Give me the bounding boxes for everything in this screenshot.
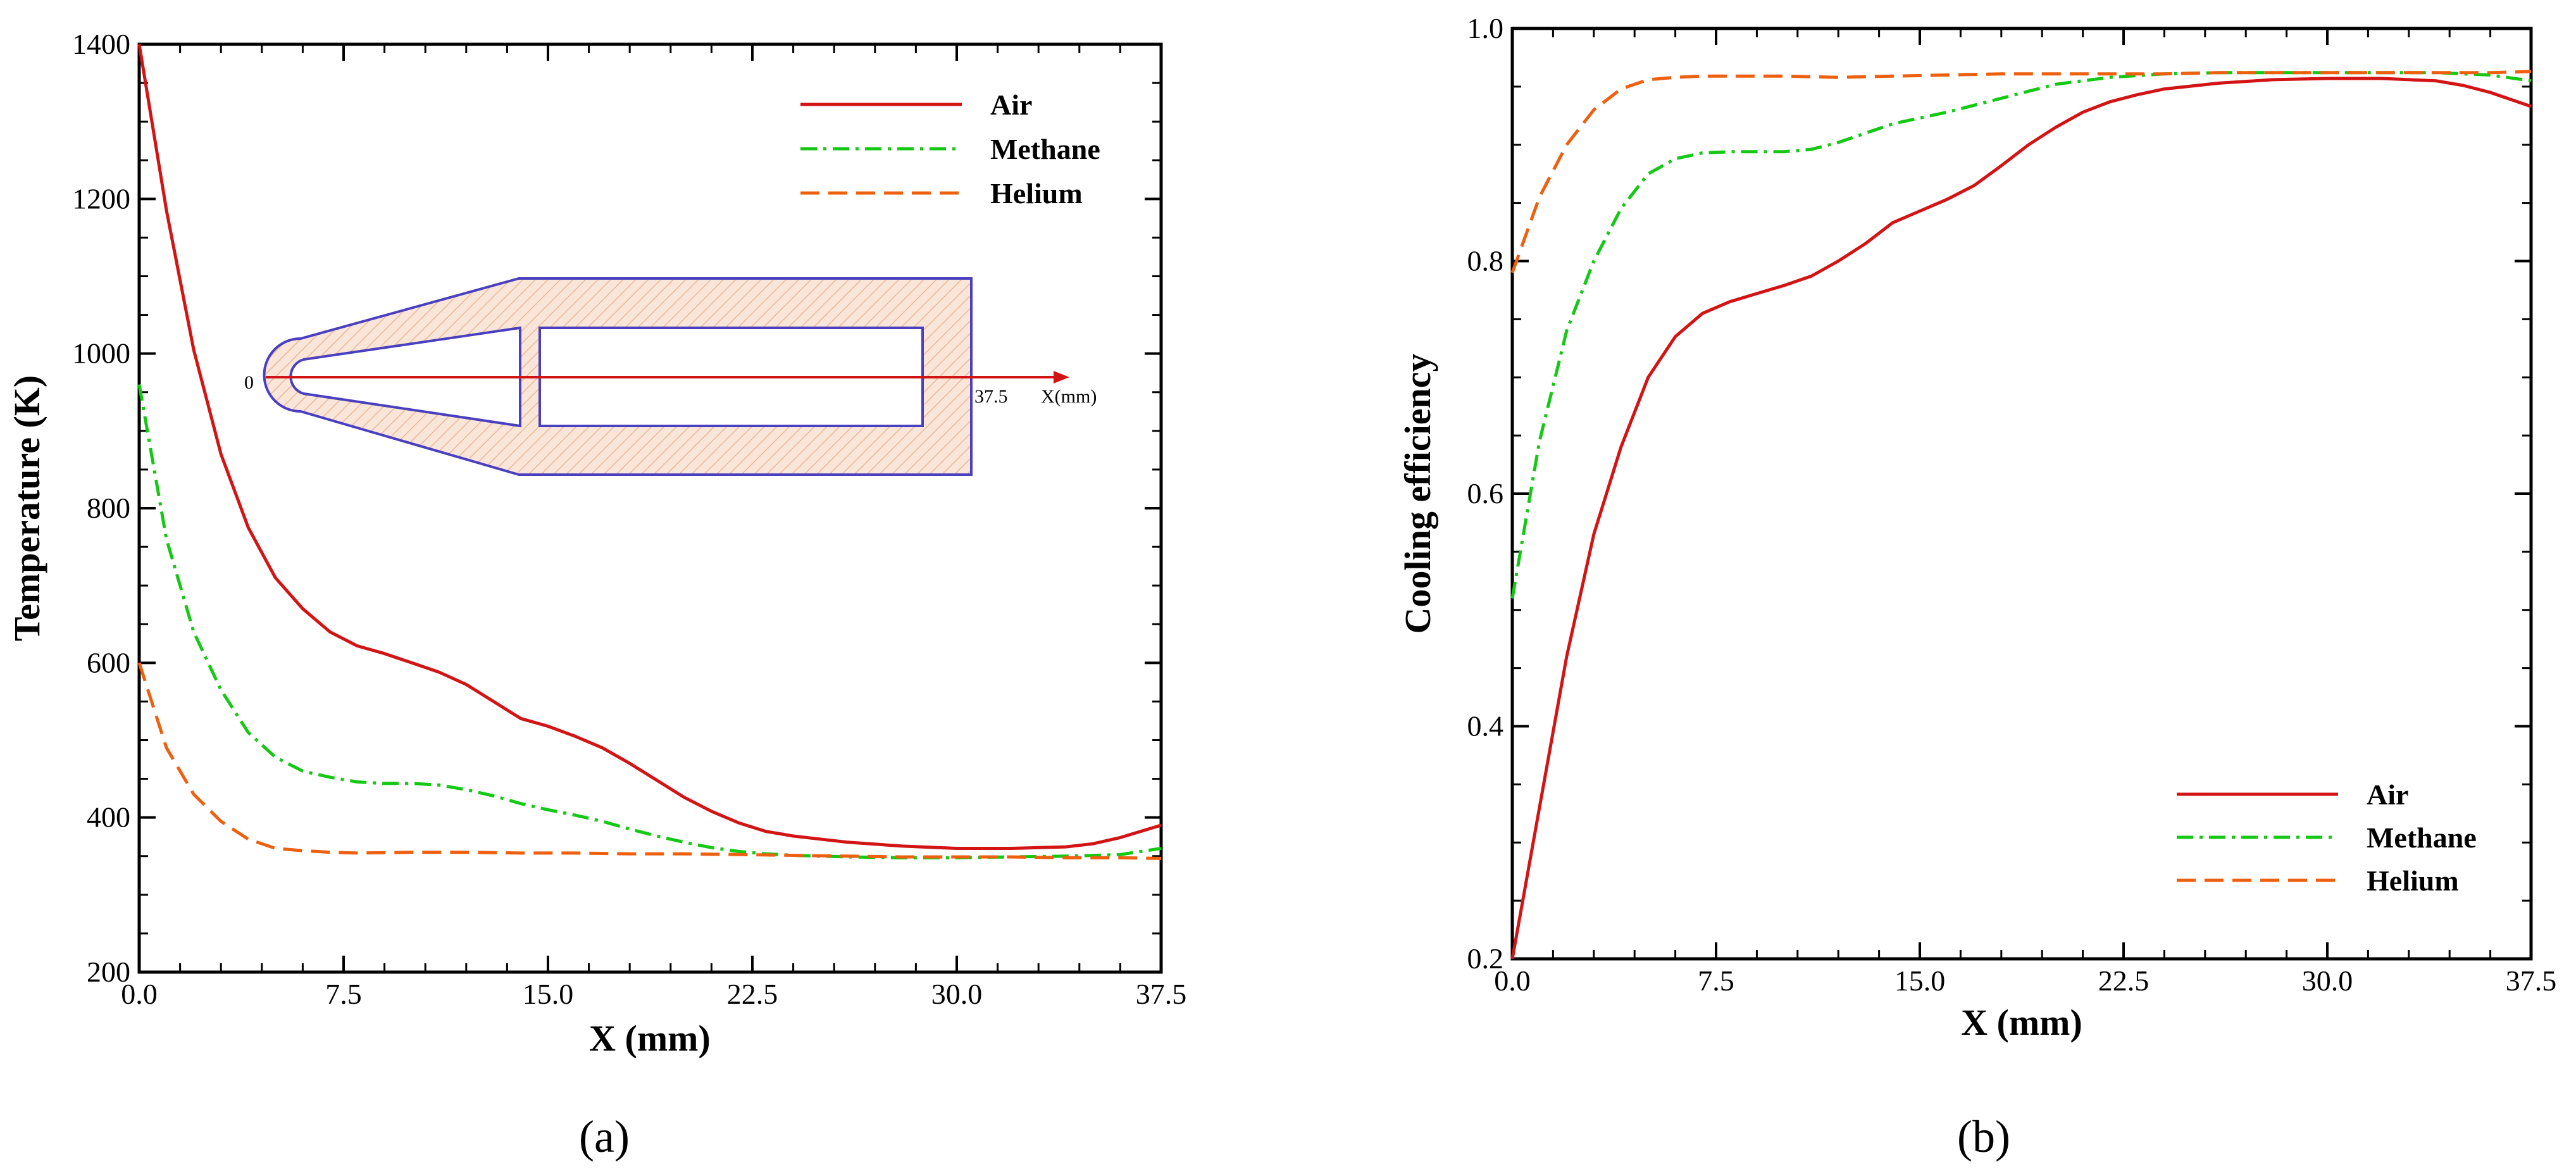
- panel-a-y-tick-label: 1000: [72, 337, 130, 370]
- panel-b-y-tick-label: 0.6: [1467, 477, 1504, 509]
- panel-b-x-tick-label: 22.5: [2098, 965, 2150, 997]
- inset-arrow-head: [1054, 371, 1069, 384]
- inset-end-label: 37.5: [974, 386, 1008, 407]
- panel-b-chart: 0.0 7.5 15.0 22.5 30.0 37.5 0.2 0.4 0.6 0.8 1.0 Ai…: [1397, 12, 2556, 1162]
- panel-b-y-tick-label: 1.0: [1467, 12, 1504, 44]
- panel-a-legend-label-helium: Helium: [990, 177, 1083, 209]
- panel-b-legend-label-methane: Methane: [2367, 821, 2477, 854]
- panel-a-y-tick-label: 400: [87, 801, 130, 834]
- inset-geometry-diagram: 0 37.5 X(mm): [244, 277, 1097, 476]
- panel-a-y-tick-label: 800: [87, 492, 130, 524]
- panel-a-y-tick-label: 1200: [72, 182, 130, 215]
- panel-b-legend-label-air: Air: [2367, 778, 2408, 811]
- panel-a-y-tick-label: 600: [87, 646, 130, 678]
- panel-b-plot-frame: [1510, 27, 2533, 961]
- panel-a-legend: Air Methane Helium: [800, 89, 1100, 209]
- panel-b-label: (b): [1957, 1111, 2010, 1162]
- panel-b-y-tick-label: 0.2: [1467, 942, 1504, 975]
- panel-a-x-tick-label: 37.5: [1136, 978, 1187, 1010]
- inset-origin-label: 0: [244, 372, 254, 393]
- panel-a-x-tick-label: 22.5: [727, 978, 778, 1010]
- panel-a-x-tick-label: 7.5: [325, 978, 362, 1010]
- panel-a-y-tick-label: 1400: [72, 28, 130, 60]
- panel-b-ticks: 0.0 7.5 15.0 22.5 30.0 37.5 0.2 0.4 0.6 0.8 1.0: [1467, 12, 2557, 997]
- panel-b-y-tick-label: 0.8: [1467, 245, 1504, 277]
- panel-a-x-tick-label: 15.0: [523, 978, 574, 1010]
- panel-a-y-axis-label: Temperature (K): [6, 375, 47, 641]
- panel-a-x-axis-label: X (mm): [589, 1018, 711, 1059]
- inset-axis-label: X(mm): [1041, 386, 1097, 407]
- panel-a-chart: 0.0 7.5 15.0 22.5 30.0 37.5 200 400 600 800 1000 12…: [6, 28, 1186, 1162]
- panel-a-legend-label-methane: Methane: [990, 133, 1100, 165]
- panel-b-legend: Air Methane Helium: [2177, 778, 2477, 897]
- panel-a-series: [137, 44, 1162, 860]
- panel-b-y-tick-label: 0.4: [1467, 710, 1504, 742]
- panel-b-series-helium-line: [1510, 70, 2532, 273]
- panel-a-x-tick-label: 0.0: [121, 978, 158, 1010]
- panel-a-series-air-line: [137, 44, 1162, 850]
- panel-a-y-tick-label: 200: [87, 956, 130, 988]
- panel-a-series-helium-line: [137, 662, 1162, 860]
- panel-b-series: [1510, 70, 2532, 959]
- panel-b-x-tick-label: 7.5: [1698, 965, 1734, 997]
- panel-b-x-tick-label: 37.5: [2506, 965, 2557, 997]
- panel-a-series-methane-line: [137, 384, 1162, 859]
- panel-b-y-axis-label: Cooling efficiency: [1397, 354, 1438, 634]
- panel-b-series-air-line: [1510, 77, 2532, 959]
- panel-a-label: (a): [579, 1111, 630, 1162]
- panel-a-x-tick-label: 30.0: [931, 978, 983, 1010]
- panel-a-ticks: 0.0 7.5 15.0 22.5 30.0 37.5 200 400 600 800 1000 12…: [72, 28, 1186, 1010]
- panel-b-x-tick-label: 30.0: [2302, 965, 2353, 997]
- panel-b-x-axis-label: X (mm): [1961, 1002, 2082, 1043]
- panel-b-x-tick-label: 0.0: [1494, 965, 1531, 997]
- panel-a-legend-label-air: Air: [990, 89, 1032, 121]
- panel-b-legend-label-helium: Helium: [2367, 865, 2459, 897]
- panel-b-x-tick-label: 15.0: [1895, 965, 1946, 997]
